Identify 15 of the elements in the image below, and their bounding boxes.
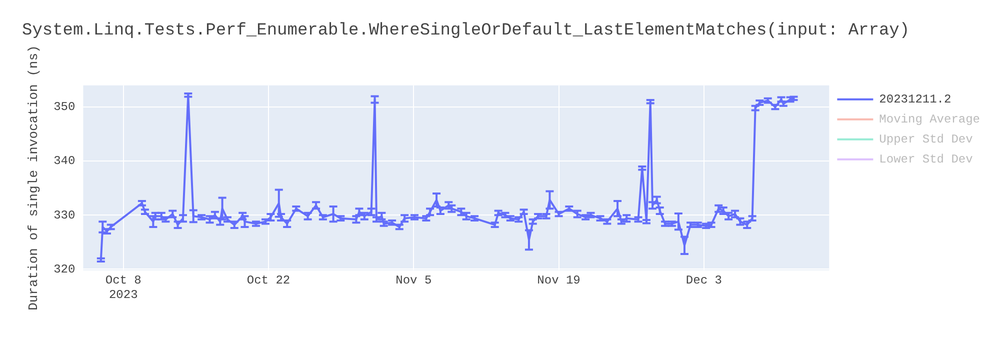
legend-label: Moving Average [879,112,980,127]
y-tick-label: 320 [54,262,76,276]
x-tick-label: Nov 19 [537,274,580,288]
legend-label: Lower Std Dev [879,152,973,167]
x-tick-label: Oct 22 [246,274,290,288]
x-tick-label: Oct 8 2023 [105,274,142,302]
x-tick-label: Dec 3 [686,274,722,288]
y-tick-label: 350 [54,100,76,114]
x-tick-label: Nov 5 [396,274,432,288]
y-axis-title: Duration of single invocation (ns) [26,45,42,310]
y-tick-label: 340 [54,154,76,168]
chart-title: System.Linq.Tests.Perf_Enumerable.WhereSingleOrDefault_LastElementMatches(input: Array) [22,22,910,41]
legend-label: 20231211.2 [879,92,952,107]
y-tick-label: 330 [54,208,76,222]
legend-label: Upper Std Dev [879,132,973,147]
